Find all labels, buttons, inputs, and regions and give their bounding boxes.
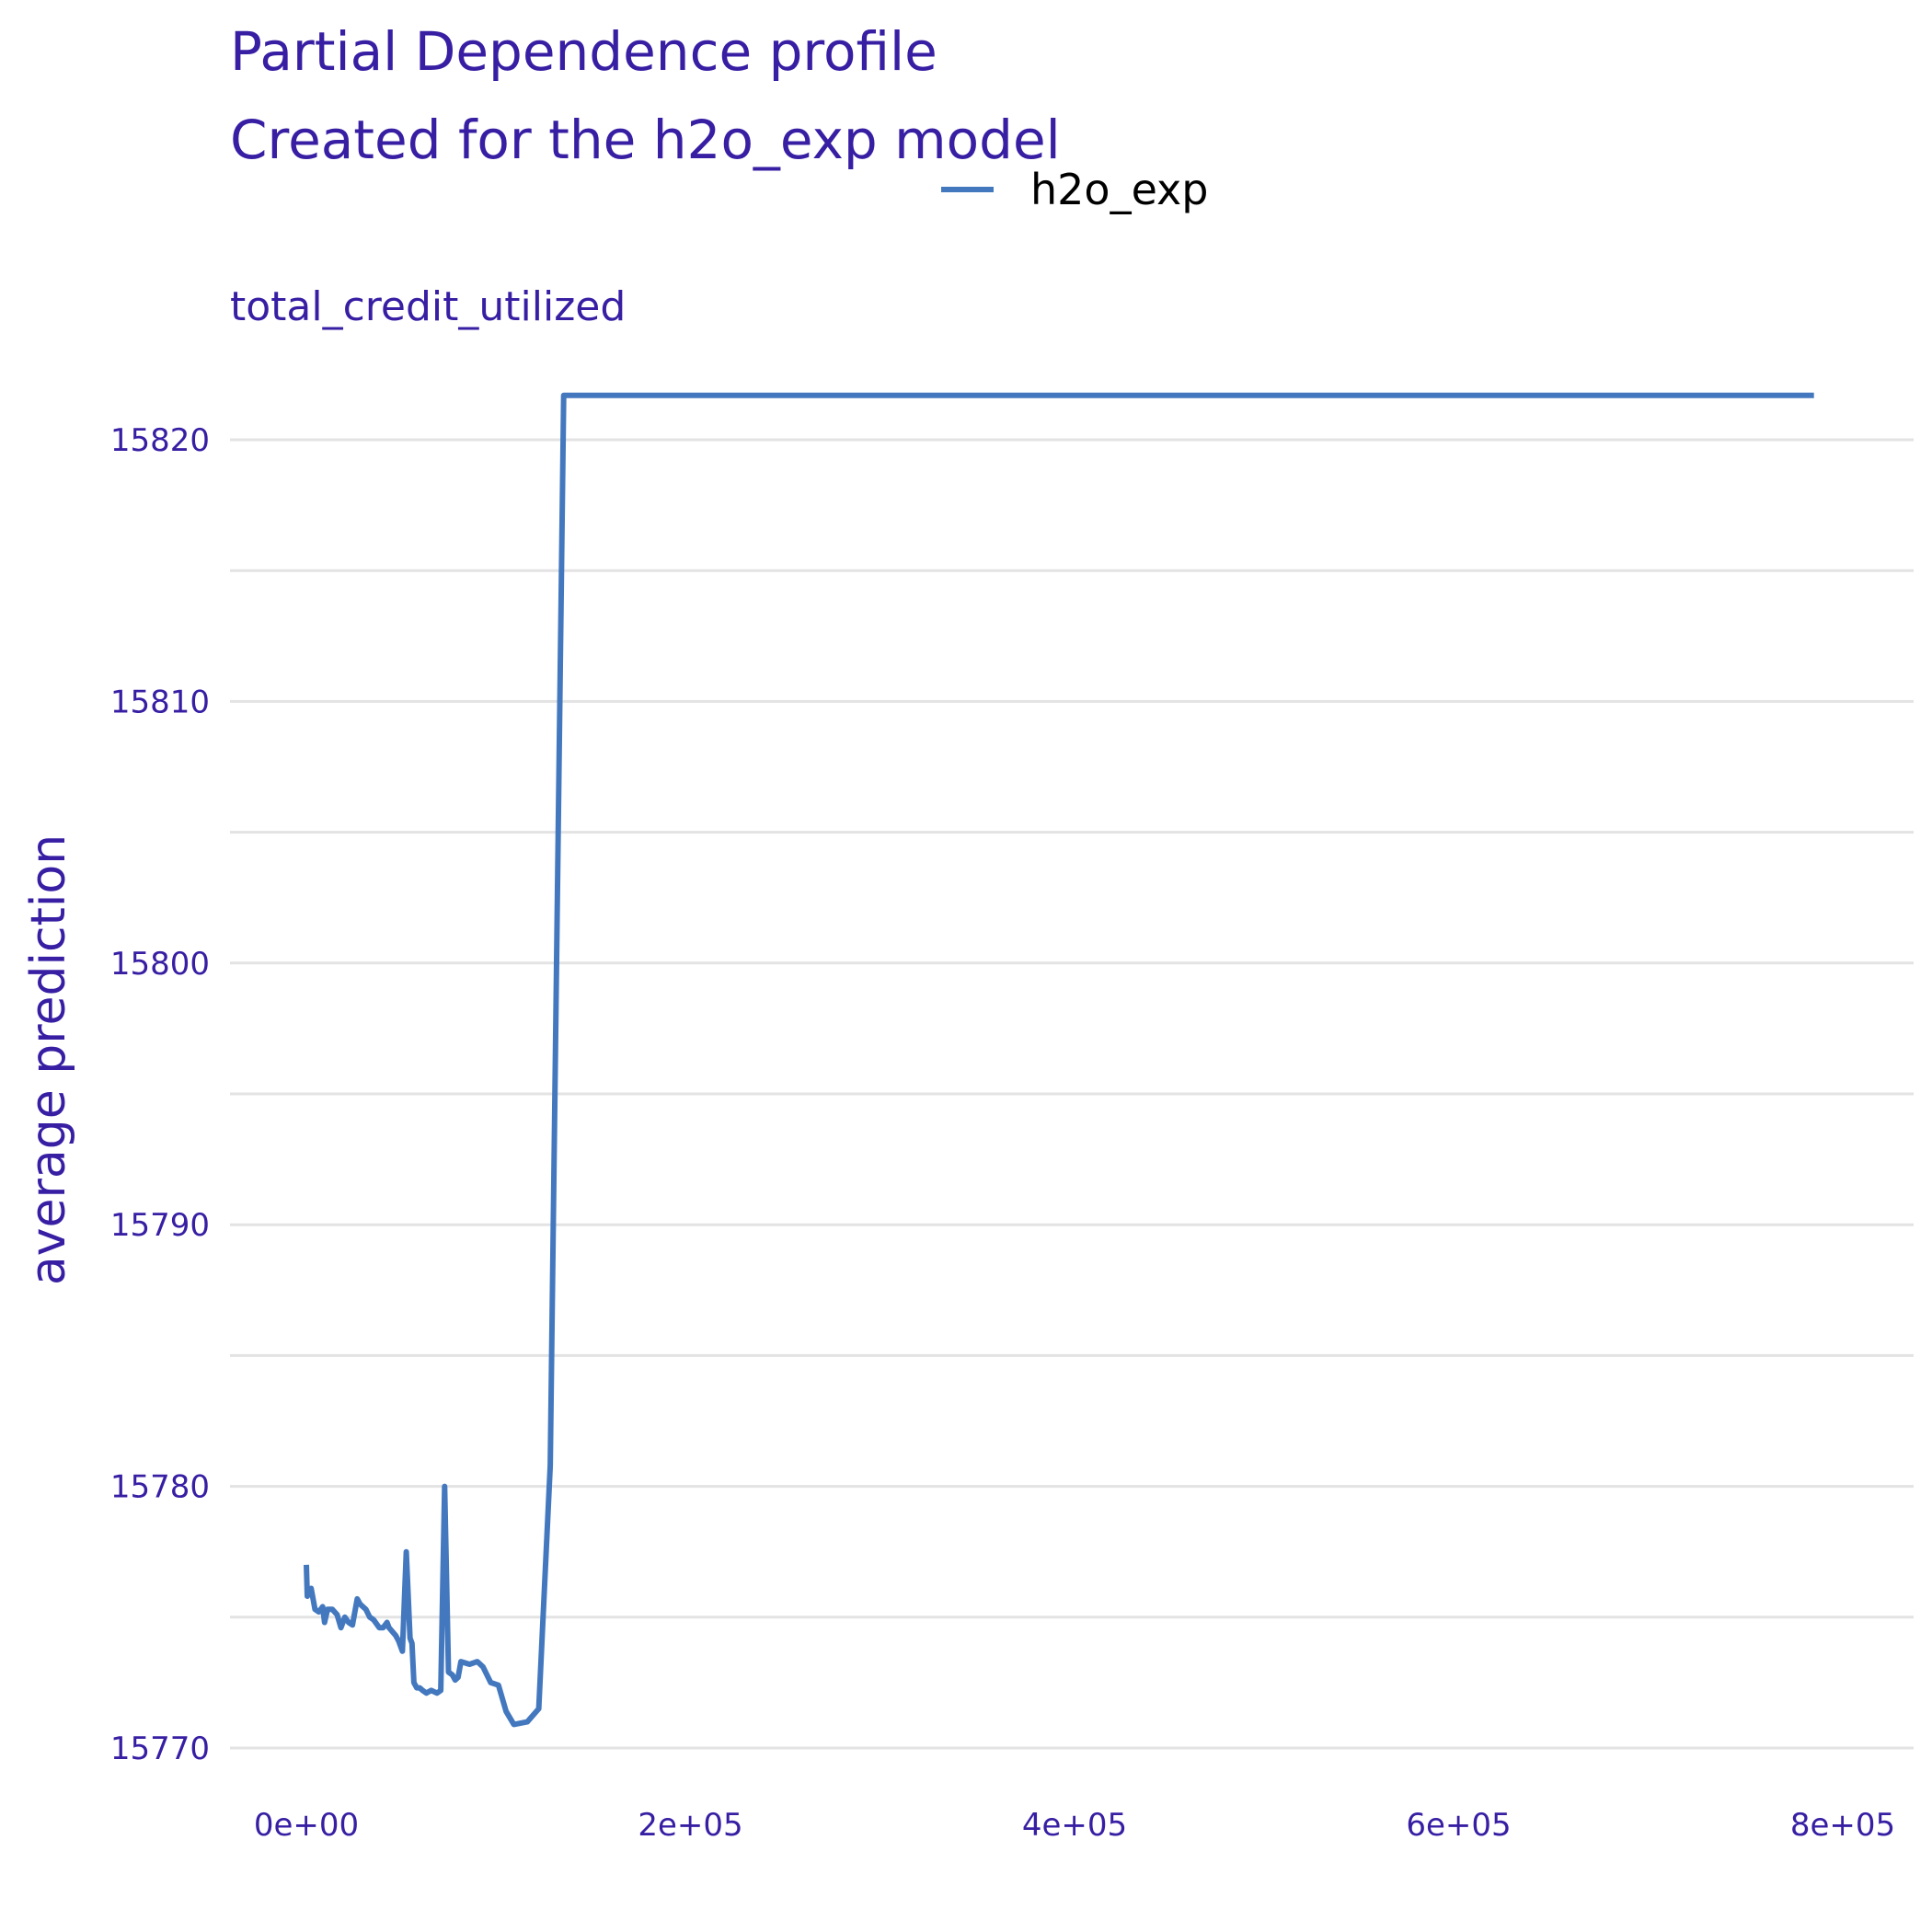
y-tick-label: 15780 xyxy=(110,1469,210,1506)
y-tick-label: 15770 xyxy=(110,1731,210,1767)
x-tick-label: 8e+05 xyxy=(1790,1807,1895,1844)
x-tick-label: 4e+05 xyxy=(1022,1807,1127,1844)
y-tick-label: 15800 xyxy=(110,946,210,983)
y-tick-label: 15790 xyxy=(110,1207,210,1244)
x-axis-ticks: 0e+00 2e+05 4e+05 6e+05 8e+05 xyxy=(254,1807,1895,1844)
series-line-h2o_exp xyxy=(304,392,1814,1728)
series-layer xyxy=(304,392,1814,1728)
facet-label: total_credit_utilized xyxy=(230,283,626,330)
x-tick-label: 6e+05 xyxy=(1406,1807,1511,1844)
grid xyxy=(230,438,1914,1750)
x-tick-label: 2e+05 xyxy=(638,1807,742,1844)
y-tick-label: 15820 xyxy=(110,422,210,459)
y-tick-label: 15810 xyxy=(110,684,210,720)
y-axis-label: average prediction xyxy=(21,834,76,1285)
x-tick-label: 0e+00 xyxy=(254,1807,359,1844)
chart-subtitle: Created for the h2o_exp model xyxy=(230,109,1061,171)
chart-title: Partial Dependence profile xyxy=(230,20,937,83)
legend-entry: h2o_exp xyxy=(1030,165,1208,214)
legend: h2o_exp xyxy=(941,165,1208,214)
y-axis-ticks: 15770 15780 15790 15800 15810 15820 xyxy=(110,422,210,1767)
